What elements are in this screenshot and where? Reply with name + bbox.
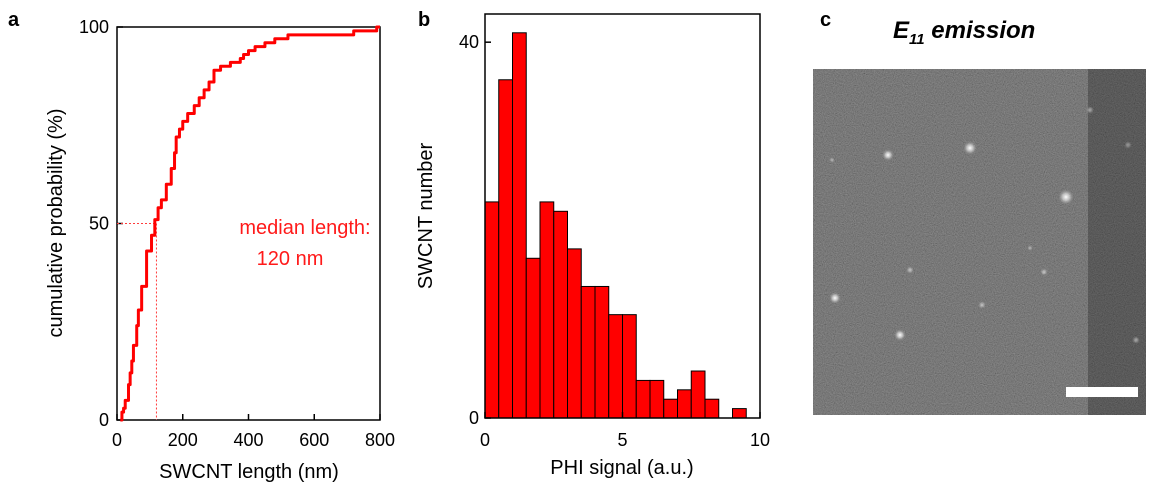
chart-b-ytick-label: 40	[459, 32, 479, 52]
scale-bar	[1066, 387, 1138, 397]
microscopy-image-edge	[1088, 69, 1146, 415]
title-rest: emission	[925, 17, 1036, 44]
histogram-bar	[567, 248, 582, 419]
spot	[978, 301, 986, 309]
chart-b-xtick-label: 10	[750, 430, 770, 450]
histogram-bar	[690, 370, 706, 419]
emission-spots	[829, 106, 1140, 344]
emission-title: E11 emission	[893, 17, 1035, 48]
microscopy-panel: E11 emission	[813, 17, 1146, 415]
histogram-bar	[704, 398, 720, 419]
spot	[1086, 106, 1094, 114]
spot	[1040, 268, 1048, 276]
histogram-bar	[608, 314, 623, 419]
spot	[1124, 141, 1132, 149]
spot	[1058, 189, 1074, 205]
histogram-bar	[663, 398, 678, 419]
histogram-bar	[498, 79, 513, 419]
chart-a-xlabel: SWCNT length (nm)	[159, 461, 339, 483]
chart-a-xtick-label: 400	[233, 430, 263, 450]
chart-a-xtick-label: 200	[168, 430, 198, 450]
histogram-bar	[732, 408, 747, 419]
cumulative-line	[120, 25, 380, 422]
histogram-bar	[635, 379, 651, 419]
chart-a-ytick-label: 50	[89, 214, 109, 234]
chart-b-ylabel: SWCNT number	[415, 142, 437, 289]
panel-a-letter: a	[8, 9, 20, 31]
histogram-bar	[622, 314, 637, 419]
spot	[829, 157, 835, 163]
median-annotation-line2: 120 nm	[257, 248, 324, 270]
title-subscript: 11	[909, 31, 925, 48]
spot	[1132, 336, 1140, 344]
histogram-bar	[484, 201, 500, 419]
spot	[829, 292, 841, 304]
spot	[894, 329, 906, 341]
histogram-bar	[580, 285, 596, 419]
histogram-bar	[594, 285, 610, 419]
chart-a-ytick-label: 0	[99, 410, 109, 430]
microscopy-image-noise	[813, 69, 1146, 415]
histogram-bar	[649, 379, 665, 419]
histogram-bar	[553, 210, 568, 419]
panel-b-letter: b	[418, 9, 430, 31]
spot	[882, 149, 894, 161]
chart-a: 0 200 400 600 800 0 50 100 median length: 120 …	[45, 17, 395, 483]
panel-c-letter: c	[820, 9, 831, 31]
chart-a-xtick-label: 600	[299, 430, 329, 450]
histogram-bar	[677, 389, 692, 419]
spot	[1027, 245, 1033, 251]
chart-b-xlabel: PHI signal (a.u.)	[550, 457, 693, 479]
chart-b-xtick-label: 5	[617, 430, 627, 450]
chart-a-ytick-label: 100	[79, 17, 109, 37]
chart-a-xtick-label: 0	[112, 430, 122, 450]
median-annotation-line1: median length:	[239, 217, 370, 239]
histogram-bar	[539, 201, 555, 419]
spot	[906, 266, 914, 274]
chart-b: 0 5 10 0 40 PHI signal (a.u.) SWCNT number	[415, 13, 770, 479]
chart-a-xtick-label: 800	[365, 430, 395, 450]
chart-a-ylabel: cumulative probability (%)	[45, 109, 67, 338]
histogram-bar	[525, 257, 541, 419]
histogram-bar	[512, 32, 527, 419]
chart-b-ytick-label: 0	[469, 408, 479, 428]
chart-b-xtick-label: 0	[480, 430, 490, 450]
title-e: E	[893, 17, 910, 44]
spot	[963, 141, 977, 155]
